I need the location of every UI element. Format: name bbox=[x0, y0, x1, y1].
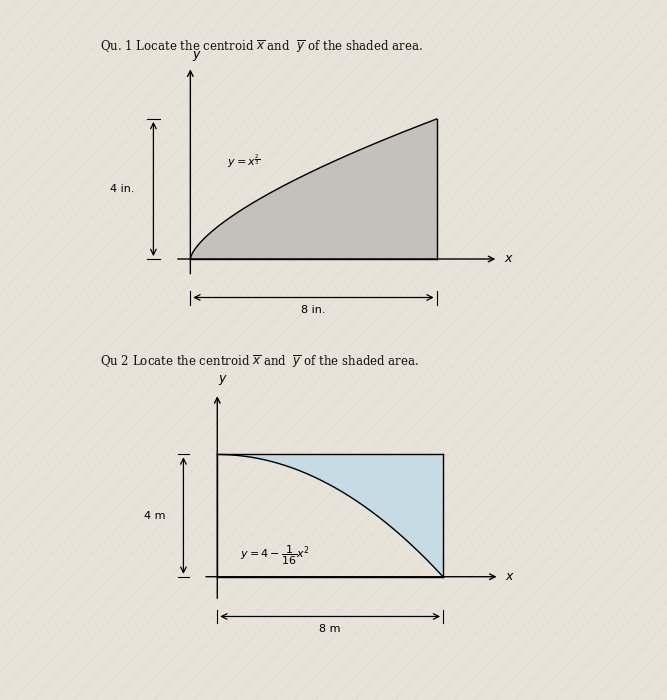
Text: 8 m: 8 m bbox=[319, 624, 341, 634]
Text: $x$: $x$ bbox=[505, 570, 515, 583]
Polygon shape bbox=[190, 119, 437, 259]
Text: 4 m: 4 m bbox=[145, 510, 166, 521]
Text: 8 in.: 8 in. bbox=[301, 304, 325, 315]
Text: $y$: $y$ bbox=[191, 49, 201, 63]
Text: Qu 2 Locate the centroid $\overline{x}$ and  $\overline{y}$ of the shaded area.: Qu 2 Locate the centroid $\overline{x}$ … bbox=[100, 354, 419, 370]
Text: Qu. 1 Locate the centroid $\overline{x}$ and  $\overline{y}$ of the shaded area.: Qu. 1 Locate the centroid $\overline{x}$… bbox=[100, 38, 423, 55]
Text: $y = 4 - \dfrac{1}{16}x^2$: $y = 4 - \dfrac{1}{16}x^2$ bbox=[240, 544, 310, 567]
Text: $y$: $y$ bbox=[218, 373, 228, 387]
Text: $x$: $x$ bbox=[504, 253, 514, 265]
Polygon shape bbox=[217, 454, 443, 577]
Text: 4 in.: 4 in. bbox=[110, 184, 135, 194]
Text: $y = x^{\frac{2}{3}}$: $y = x^{\frac{2}{3}}$ bbox=[227, 152, 260, 170]
